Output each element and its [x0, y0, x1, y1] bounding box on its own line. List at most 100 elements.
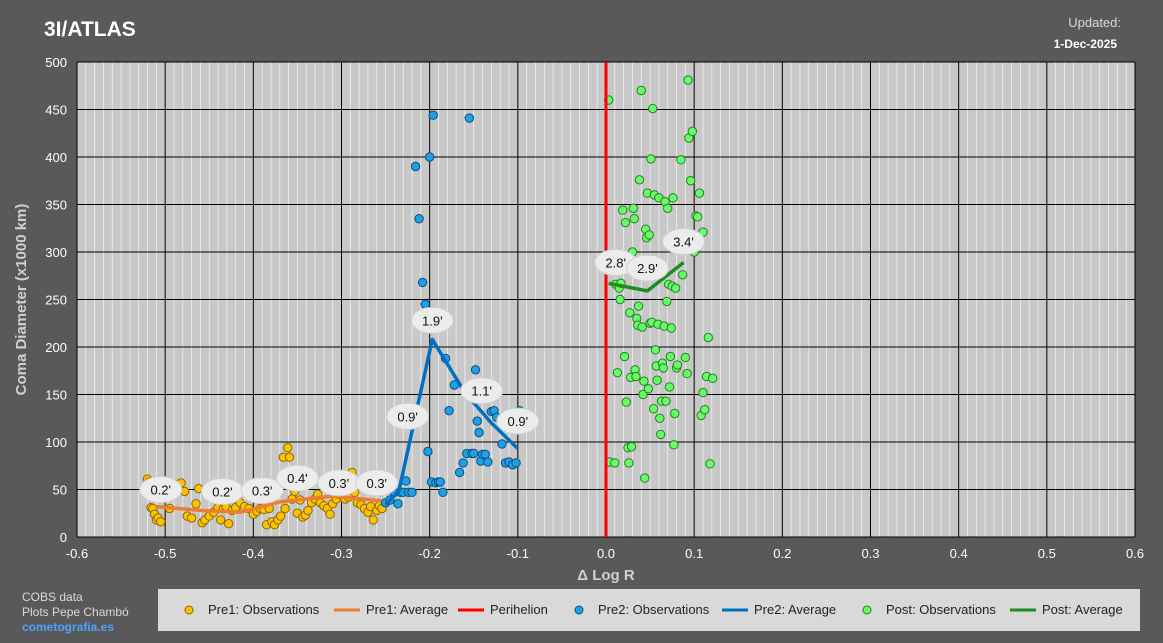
data-point	[470, 365, 481, 375]
annotation-text: 0.9'	[397, 409, 418, 424]
y-tick-label: 350	[45, 198, 67, 213]
y-tick-label: 0	[60, 530, 67, 545]
data-point	[417, 277, 428, 288]
credits-author: Plots Pepe Chambó	[22, 605, 129, 619]
data-point	[615, 294, 625, 305]
annotation-text: 0.3'	[366, 476, 387, 491]
annotation-label: 2.9'	[625, 254, 669, 282]
x-tick-label: 0.2	[773, 546, 791, 561]
data-point	[682, 368, 692, 379]
data-point	[438, 487, 448, 498]
data-point	[618, 205, 628, 215]
annotation-text: 0.2'	[150, 483, 171, 498]
data-point	[624, 458, 634, 468]
x-tick-label: 0.3	[861, 546, 879, 561]
annotation-label: 0.2'	[200, 477, 244, 505]
data-point	[625, 308, 635, 318]
updated-label: Updated:	[1068, 15, 1121, 30]
data-point	[464, 113, 475, 123]
data-point	[640, 473, 650, 483]
data-point	[284, 452, 295, 462]
legend-line-perihelion	[458, 608, 484, 612]
legend-marker-pre1-observations	[184, 605, 194, 615]
data-point	[687, 126, 698, 137]
x-tick-label: 0.5	[1038, 546, 1056, 561]
legend-label: Post: Average	[1042, 602, 1123, 617]
annotation-label: 0.3'	[355, 469, 399, 497]
annotation-text: 0.3'	[329, 476, 350, 491]
annotation-label: 3.4'	[662, 228, 706, 256]
data-point	[655, 413, 665, 423]
data-point	[705, 459, 715, 469]
data-point	[280, 503, 290, 514]
data-point	[698, 387, 708, 398]
data-point	[650, 345, 661, 355]
data-point	[186, 513, 197, 523]
data-point	[483, 457, 493, 467]
x-tick-label: -0.4	[242, 546, 264, 561]
data-point	[669, 440, 679, 450]
data-point	[700, 405, 710, 415]
data-point	[678, 270, 688, 280]
data-point	[662, 296, 672, 307]
data-point	[223, 519, 234, 529]
y-tick-label: 200	[45, 340, 67, 355]
data-point	[638, 389, 648, 400]
data-point	[619, 351, 630, 362]
data-point	[469, 448, 479, 459]
annotation-label: 0.9'	[386, 402, 430, 430]
data-point	[639, 376, 649, 386]
x-tick-label: 0.1	[685, 546, 703, 561]
data-point	[454, 467, 465, 478]
data-point	[637, 322, 647, 332]
y-tick-label: 250	[45, 293, 67, 308]
legend-line-pre1-average	[334, 608, 360, 612]
data-point	[634, 175, 645, 185]
data-point	[665, 351, 676, 362]
data-point	[636, 85, 646, 96]
data-point	[325, 509, 335, 519]
updated-date: 1-Dec-2025	[1053, 37, 1117, 51]
annotation-label: 0.4'	[275, 464, 319, 492]
data-point	[668, 193, 678, 203]
data-point	[275, 511, 286, 521]
y-tick-label: 300	[45, 245, 67, 260]
average-line-pre1-average	[156, 494, 382, 515]
legend-label: Pre1: Average	[366, 602, 449, 617]
x-tick-label: -0.5	[154, 546, 176, 561]
credits-link[interactable]: cometografia.es	[22, 620, 115, 634]
data-point	[474, 427, 484, 438]
data-point	[658, 363, 669, 373]
data-point	[428, 110, 438, 120]
data-point	[612, 367, 623, 378]
data-point	[303, 505, 313, 516]
data-point	[664, 382, 675, 392]
annotation-label: 1.9'	[410, 306, 454, 334]
data-point	[444, 405, 454, 416]
annotation-bubble	[460, 377, 504, 405]
data-point	[683, 75, 693, 85]
data-point	[692, 212, 703, 222]
annotation-bubble	[496, 407, 540, 435]
average-line-pre2-average	[384, 337, 520, 506]
annotation-bubble	[240, 476, 284, 504]
data-point	[628, 203, 639, 214]
annotation-label: 1.1'	[460, 377, 504, 405]
data-point	[191, 499, 201, 509]
data-point	[707, 373, 718, 384]
legend-marker-post-observations	[862, 605, 872, 615]
data-point	[643, 384, 654, 394]
data-point	[646, 154, 656, 164]
data-point	[648, 103, 658, 114]
data-point	[435, 477, 445, 487]
data-point	[652, 375, 662, 385]
legend-line-pre2-average	[722, 608, 748, 612]
data-point	[620, 217, 631, 228]
data-point	[629, 214, 639, 224]
annotation-text: 0.9'	[508, 414, 529, 429]
legend-marker-pre2-observations	[574, 605, 584, 615]
data-point	[663, 203, 673, 214]
data-point	[670, 408, 680, 419]
x-tick-label: -0.1	[507, 546, 529, 561]
data-point	[655, 429, 666, 440]
